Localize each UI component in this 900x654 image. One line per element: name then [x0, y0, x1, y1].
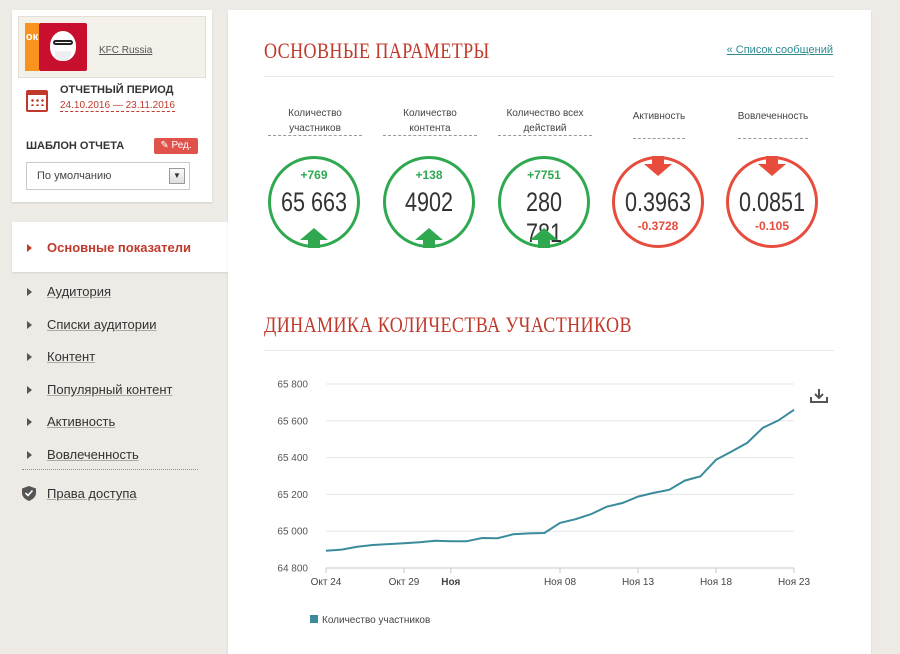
metric-circle: +769 65 663 [268, 156, 360, 248]
sidebar-item-label: Популярный контент [47, 382, 173, 397]
metric-delta: +7751 [527, 168, 561, 182]
arrow-up-icon [530, 228, 558, 248]
edit-template-button[interactable]: ✎ Ред. [154, 138, 198, 154]
legend-swatch [310, 615, 318, 623]
x-tick-label: Ноя 18 [700, 577, 733, 588]
x-tick-label: Окт 29 [389, 577, 420, 588]
y-tick-label: 65 400 [277, 453, 308, 464]
calendar-icon [26, 90, 48, 112]
metric-circle: +138 4902 [383, 156, 475, 248]
metric-3: Активность -0.3728 0.3963 [612, 106, 706, 248]
sidebar-item-popular-content[interactable]: Популярный контент [12, 379, 202, 401]
y-tick-label: 65 800 [277, 380, 308, 391]
arrow-up-icon [415, 228, 443, 248]
sidebar-item-content[interactable]: Контент [12, 346, 202, 368]
sidebar-item-label: Вовлеченность [47, 447, 139, 462]
metric-delta: -0.3728 [637, 219, 679, 233]
arrow-down-icon [644, 156, 672, 176]
avatar[interactable] [39, 23, 87, 71]
metric-0: Количество участников +769 65 663 [268, 106, 362, 248]
x-tick-label: Окт 24 [311, 577, 342, 588]
caret-right-icon [27, 244, 32, 252]
y-tick-label: 65 000 [277, 527, 308, 538]
period-dates-link[interactable]: 24.10.2016 — 23.11.2016 [60, 100, 175, 112]
x-tick-label: Ноя [441, 577, 460, 588]
chart-title-rule [264, 350, 834, 351]
caret-right-icon [27, 288, 32, 296]
template-title: ШАБЛОН ОТЧЕТА [26, 140, 125, 152]
odnoklassniki-icon: ок [25, 23, 39, 71]
sidebar-divider [22, 469, 198, 470]
sidebar-item-label: Основные показатели [47, 240, 191, 255]
sidebar-item-main[interactable]: Основные показатели [12, 222, 228, 272]
metric-circle: -0.105 0.0851 [726, 156, 818, 248]
y-tick-label: 64 800 [277, 564, 308, 575]
profile-header: ок KFC Russia [18, 16, 206, 78]
metric-delta: +138 [415, 168, 443, 182]
metric-label[interactable]: Вовлеченность [737, 109, 809, 139]
arrow-up-icon [300, 228, 328, 248]
sidebar-item-audience[interactable]: Аудитория [12, 281, 202, 303]
caret-right-icon [27, 418, 32, 426]
members-chart: 64 800 65 000 65 200 65 400 65 600 65 800 Окт … [277, 380, 811, 627]
sidebar-item-access[interactable]: Права доступа [47, 486, 137, 501]
edit-label: Ред. [171, 140, 192, 151]
messages-list-link[interactable]: « Список сообщений [726, 44, 833, 56]
arrow-down-icon [758, 156, 786, 176]
metric-label[interactable]: Количество всех действий [498, 106, 592, 136]
metric-circle: -0.3728 0.3963 [612, 156, 704, 248]
sidebar-item-audience-lists[interactable]: Списки аудитории [12, 314, 202, 336]
template-select[interactable]: По умолчанию ▼ [26, 162, 190, 190]
download-icon[interactable] [809, 388, 829, 404]
sidebar-item-label: Контент [47, 349, 96, 364]
page-title: ОСНОВНЫЕ ПАРАМЕТРЫ [264, 38, 490, 63]
main-panel: ОСНОВНЫЕ ПАРАМЕТРЫ « Список сообщений Ко… [228, 10, 871, 654]
series-line [325, 408, 795, 552]
metric-delta: -0.105 [754, 219, 790, 233]
caret-right-icon [27, 353, 32, 361]
metric-label[interactable]: Количество контента [383, 106, 477, 136]
metric-value: 4902 [404, 187, 454, 217]
sidebar-item-label: Аудитория [47, 284, 112, 299]
sidebar-item-label: Списки аудитории [47, 317, 157, 332]
metric-label[interactable]: Количество участников [268, 106, 362, 136]
title-rule [264, 76, 834, 77]
y-tick-label: 65 600 [277, 416, 308, 427]
sidebar-item-engagement[interactable]: Вовлеченность [12, 444, 202, 466]
y-tick-label: 65 200 [277, 490, 308, 501]
caret-right-icon [27, 321, 32, 329]
shield-icon [22, 486, 36, 501]
x-tick-label: Ноя 08 [544, 577, 577, 588]
metric-value: 65 663 [280, 187, 348, 217]
metric-4: Вовлеченность -0.105 0.0851 [726, 106, 820, 248]
legend-label: Количество участников [322, 615, 430, 626]
template-select-value: По умолчанию [37, 170, 112, 182]
caret-right-icon [27, 451, 32, 459]
chart-title: ДИНАМИКА КОЛИЧЕСТВА УЧАСТНИКОВ [264, 312, 632, 337]
period-title: ОТЧЕТНЫЙ ПЕРИОД [60, 84, 174, 96]
metric-value: 0.0851 [738, 187, 806, 217]
profile-card: ок KFC Russia ОТЧЕТНЫЙ ПЕРИОД 24.10.2016… [12, 10, 212, 202]
metric-1: Количество контента +138 4902 [383, 106, 477, 248]
chevron-down-icon[interactable]: ▼ [169, 168, 185, 184]
x-tick-label: Ноя 23 [778, 577, 811, 588]
sidebar-item-activity[interactable]: Активность [12, 411, 202, 433]
sidebar-item-label: Активность [47, 414, 116, 429]
metric-delta: +769 [300, 168, 328, 182]
x-tick-label: Ноя 13 [622, 577, 655, 588]
metric-value: 0.3963 [624, 187, 692, 217]
metric-label[interactable]: Активность [632, 109, 686, 139]
caret-right-icon [27, 386, 32, 394]
profile-name-link[interactable]: KFC Russia [99, 45, 153, 56]
